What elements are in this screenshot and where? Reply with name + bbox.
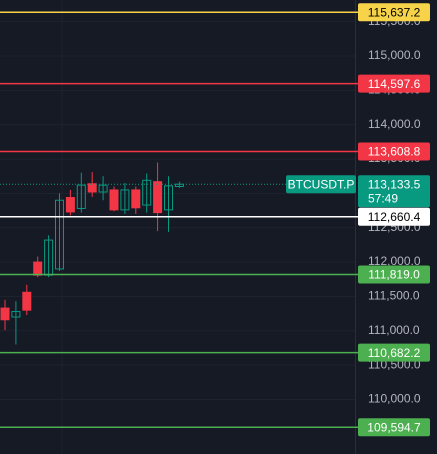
price-label-box	[358, 343, 430, 362]
candle-body	[109, 189, 119, 211]
candle-body	[11, 311, 21, 318]
price-label-box	[358, 207, 430, 226]
price-label: 114,597.6	[368, 77, 421, 91]
price-label-box	[358, 3, 430, 22]
price-label: 110,682.2	[368, 346, 421, 360]
price-label: 111,819.0	[368, 268, 420, 282]
candle-body	[76, 184, 86, 209]
candle-body	[120, 189, 130, 211]
candle-body	[33, 261, 43, 276]
price-label-box	[358, 265, 430, 284]
price-label: 113,608.8	[368, 145, 421, 159]
price-label: 112,660.4	[368, 210, 421, 224]
candle-body	[87, 183, 97, 193]
y-tick-label: 111,000.0	[368, 323, 420, 337]
candle-body	[22, 291, 32, 311]
candle-body	[164, 185, 173, 211]
price-label: 115,637.2	[368, 5, 421, 19]
y-tick-label: 110,000.0	[368, 392, 421, 406]
candle-body	[55, 199, 64, 270]
last-price-label: 113,133.5	[368, 177, 421, 191]
candle-body	[174, 183, 184, 188]
candle-body	[0, 307, 10, 321]
y-tick-label: 114,000.0	[368, 117, 421, 131]
candle-body	[98, 184, 108, 193]
symbol-box	[286, 175, 356, 194]
candle-body	[131, 189, 141, 209]
candle-body	[65, 196, 75, 213]
price-label-box	[358, 142, 430, 161]
candle-body	[142, 179, 152, 206]
price-label: 109,594.7	[367, 420, 421, 434]
countdown: 57:49	[368, 191, 398, 205]
symbol-label: BTCUSDT.P	[288, 177, 355, 191]
last-price-box	[358, 175, 430, 208]
price-label-box	[358, 74, 430, 93]
y-tick-label: 112,000.0	[368, 254, 421, 268]
price-label-box	[358, 418, 430, 437]
y-tick-label: 111,500.0	[368, 289, 420, 303]
candle-body	[153, 181, 163, 214]
y-tick-label: 115,000.0	[368, 48, 421, 62]
